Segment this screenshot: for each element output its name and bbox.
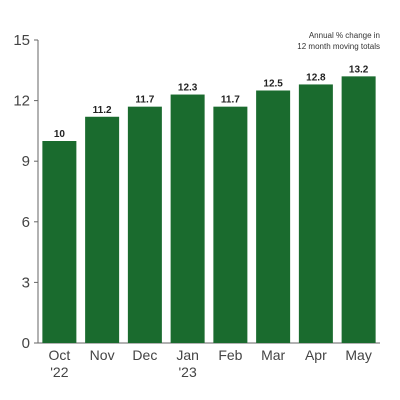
data-labels-group: 10 11.2 11.7 12.3 11.7 12.5 12.8 13.2: [54, 64, 369, 140]
x-tick-label: Nov: [90, 347, 115, 363]
x-axis: Oct'22 Nov Dec Jan'23 Feb Mar Apr May: [38, 342, 380, 380]
x-tick-label: Apr: [305, 347, 327, 363]
data-label: 12.8: [306, 72, 326, 83]
annotation-line-2: 12 month moving totals: [297, 42, 380, 51]
data-label: 11.2: [93, 105, 112, 116]
x-tick-label: Oct: [48, 347, 70, 363]
x-tick-label: '23: [179, 364, 197, 380]
bar: [170, 94, 205, 343]
x-tick-label: Dec: [132, 347, 157, 363]
bar: [256, 90, 291, 343]
annotation-line-1: Annual % change in: [308, 31, 380, 40]
x-tick-label: Feb: [218, 347, 242, 363]
x-tick-label: May: [345, 347, 371, 363]
data-label: 10: [54, 129, 66, 140]
chart-annotation: Annual % change in 12 month moving total…: [297, 30, 380, 52]
x-tick-label: '22: [50, 364, 68, 380]
y-tick-label: 0: [22, 335, 30, 352]
bar: [42, 141, 77, 343]
data-label: 12.5: [263, 79, 283, 90]
x-tick-label: Mar: [261, 347, 285, 363]
y-tick-label: 12: [13, 93, 30, 110]
bar: [85, 116, 120, 343]
y-tick-label: 3: [22, 274, 30, 291]
bar: [213, 106, 248, 343]
data-label: 12.3: [178, 83, 198, 94]
y-axis: 0 3 6 9 12 15: [13, 32, 39, 352]
data-label: 13.2: [349, 64, 369, 75]
bar: [127, 106, 162, 343]
x-tick-label: Jan: [176, 347, 199, 363]
y-tick-label: 15: [13, 32, 30, 49]
y-tick-label: 6: [22, 214, 30, 231]
y-tick-label: 9: [22, 153, 30, 170]
bar: [298, 84, 333, 343]
data-label: 11.7: [135, 95, 154, 106]
bar: [341, 76, 376, 344]
bars-group: [42, 76, 376, 344]
data-label: 11.7: [221, 95, 240, 106]
